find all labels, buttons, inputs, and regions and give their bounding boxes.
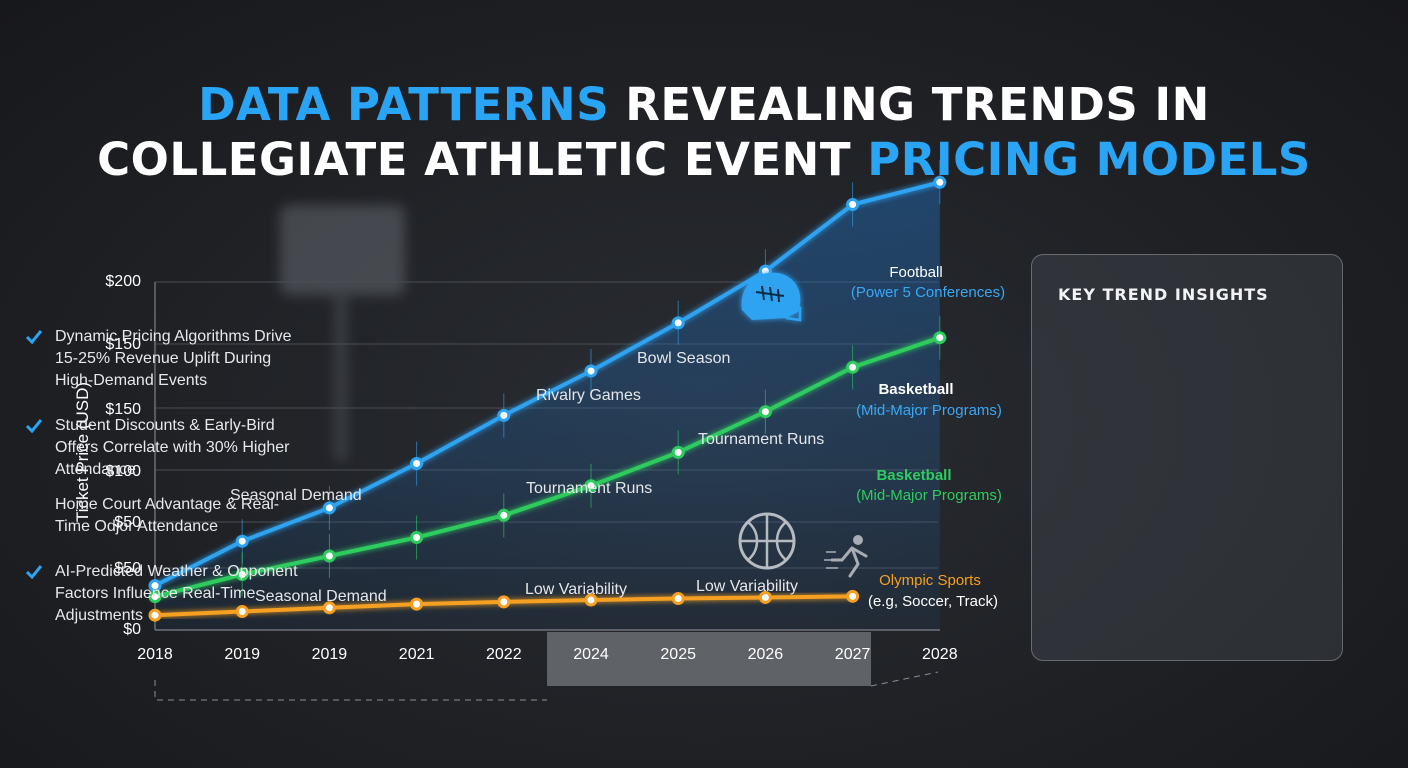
data-point (322, 601, 336, 615)
insight-item: Home Court Advantage & Real-Time Odjor A… (55, 494, 300, 538)
x-tick-label: 2021 (399, 646, 435, 663)
data-point (671, 316, 685, 330)
annotation-low-variability-2: Low Variability (696, 578, 798, 595)
insight-item: AI-Predicted Weather & Opponent Factors … (25, 561, 300, 627)
data-point (235, 568, 249, 581)
check-icon (25, 419, 43, 434)
series-sublabel-olympic: (e.g, Soccer, Track) (868, 593, 998, 610)
series-sublabel-basketball: (Mid-Major Programs) (856, 402, 1002, 419)
y-tick-label: $150 (105, 401, 141, 418)
title-text-2: COLLEGIATE ATHLETIC EVENT (97, 133, 852, 186)
y-tick-label: $200 (105, 273, 141, 290)
y-tick-labels: $200 $150 $150 $100 $50 $50 $0 (105, 273, 141, 638)
x-tick-label: 2018 (137, 646, 173, 663)
check-icon (25, 565, 43, 580)
annotation-bowl-season: Bowl Season (637, 350, 730, 367)
insight-item: Student Discounts & Early-Bird Offers Co… (25, 415, 300, 481)
data-point (846, 589, 860, 603)
annotation-low-variability-1: Low Variability (525, 581, 627, 598)
x-tick-labels: 2018 2019 2019 2021 2022 2024 2025 2026 2027 2028 (137, 646, 957, 663)
series-sublabel-basketball-2: (Mid-Major Programs) (856, 487, 1002, 504)
data-point (671, 445, 685, 459)
data-point (933, 331, 947, 345)
annotation-seasonal-demand-2: Seasonal Demand (255, 588, 387, 605)
x-tick-label: 2019 (224, 646, 260, 663)
series-label-basketball: Basketball (878, 381, 953, 398)
y-tick-label: $50 (114, 514, 141, 531)
annotation-tournament-runs-1: Tournament Runs (526, 480, 652, 497)
annotation-tournament-runs-2: Tournament Runs (698, 431, 824, 448)
series-sublabel-football: (Power 5 Conferences) (851, 284, 1005, 301)
data-point (933, 175, 947, 189)
x-tick-label: 2026 (748, 646, 784, 663)
data-point (322, 501, 336, 515)
projection-band (547, 632, 871, 686)
data-point (148, 590, 162, 604)
x-tick-label: 2028 (922, 646, 958, 663)
page-title-line-1: DATA PATTERNS REVEALING TRENDS IN (0, 78, 1408, 131)
price-trend-chart: $200 $150 $150 $100 $50 $50 $0 2018 2019 2019 202… (73, 160, 1006, 701)
series-points (148, 175, 947, 622)
runner-icon (824, 535, 868, 578)
data-point (584, 479, 598, 493)
series-label-olympic: Olympic Sports (879, 572, 981, 589)
insights-panel: KEY TREND INSIGHTS (1031, 254, 1343, 661)
data-point (410, 531, 424, 544)
annotation-seasonal-demand-1: Seasonal Demand (230, 487, 362, 504)
insight-text: Student Discounts & Early-Bird Offers Co… (55, 417, 290, 478)
data-point (410, 597, 424, 611)
projection-guide (154, 671, 939, 701)
stadium-light-icon (280, 205, 405, 460)
series-line-0 (154, 180, 941, 588)
insight-text: Home Court Advantage & Real-Time Odjor A… (55, 496, 280, 535)
data-point (758, 590, 772, 604)
x-tick-label: 2025 (660, 646, 696, 663)
data-point (410, 457, 424, 470)
x-tick-label: 2019 (312, 646, 348, 663)
y-tick-label: $150 (105, 336, 141, 353)
data-point (846, 198, 860, 211)
data-point (584, 593, 598, 607)
y-tick-label: $100 (105, 463, 141, 480)
y-tick-label: $50 (114, 560, 141, 577)
x-tick-label: 2027 (835, 646, 871, 663)
insight-text: Dynamic Pricing Algorithms Drive 15-25% … (55, 328, 292, 389)
insights-title: KEY TREND INSIGHTS (1058, 285, 1269, 304)
data-point (322, 549, 336, 563)
annotation-rivalry-games: Rivalry Games (536, 387, 641, 404)
title-text-1: REVEALING TRENDS IN (625, 78, 1210, 131)
data-point (235, 534, 249, 548)
series-label-basketball-2: Basketball (876, 467, 951, 484)
football-helmet-icon (741, 272, 802, 322)
y-tick-label: $0 (123, 621, 141, 638)
x-tick-label: 2024 (573, 646, 609, 663)
insight-text: AI-Predicted Weather & Opponent Factors … (55, 563, 298, 624)
series-label-football: Football (889, 264, 942, 281)
data-point (846, 360, 860, 374)
data-point (584, 364, 598, 378)
data-point (235, 605, 249, 618)
basketball-icon (738, 512, 796, 570)
data-point (758, 405, 772, 419)
check-icon (25, 330, 43, 345)
x-tick-label: 2022 (486, 646, 522, 663)
data-point (671, 592, 685, 606)
insight-item: Dynamic Pricing Algorithms Drive 15-25% … (25, 326, 300, 392)
data-point (148, 608, 162, 622)
y-axis-label: Ticket Price (USD) (73, 382, 92, 522)
title-highlight-1: DATA PATTERNS (198, 78, 610, 131)
data-point (497, 508, 511, 522)
data-point (497, 408, 511, 422)
data-point (497, 595, 511, 609)
series-line-1 (154, 335, 941, 599)
